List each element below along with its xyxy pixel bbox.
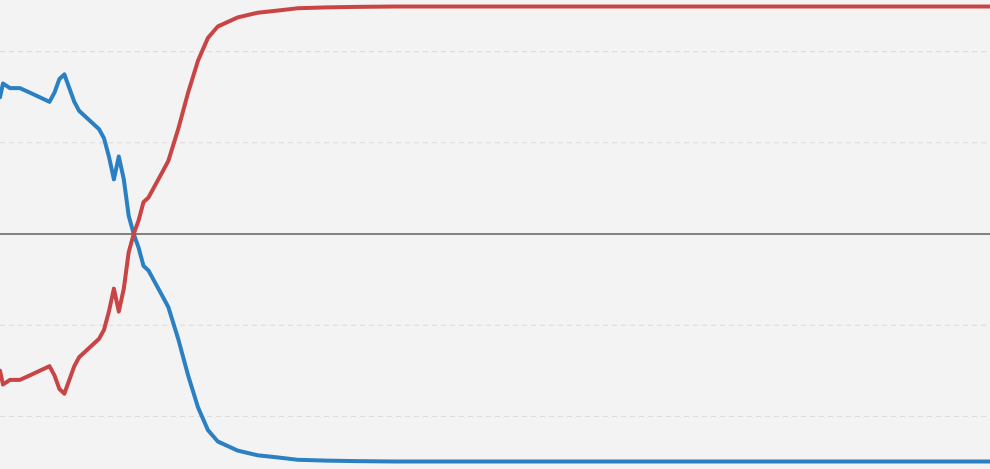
series-group — [0, 4, 990, 464]
gridlines — [0, 51, 990, 417]
series-line-1 — [0, 4, 990, 396]
series-line-0 — [0, 72, 990, 464]
